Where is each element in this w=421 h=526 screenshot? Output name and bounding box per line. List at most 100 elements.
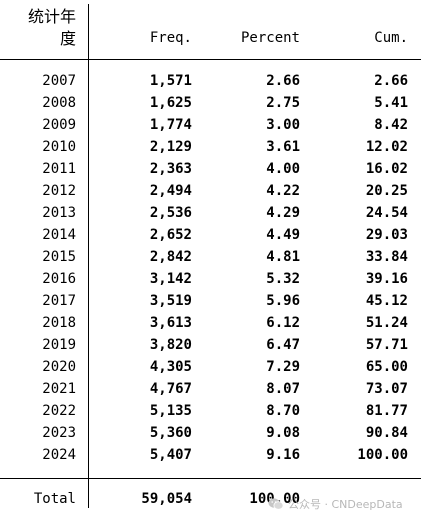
- year-cell: 2015: [42, 249, 76, 265]
- year-cell: 2018: [42, 315, 76, 331]
- freq-cell: 1,774: [149, 117, 192, 133]
- cum-cell: 16.02: [365, 161, 408, 177]
- cum-cell: 8.42: [374, 117, 408, 133]
- cum-cell: 90.84: [365, 425, 408, 441]
- freq-cell: 2,842: [149, 249, 192, 265]
- table-row: 2017 3,519 5.96 45.12: [0, 290, 421, 312]
- year-cell: 2024: [42, 447, 76, 463]
- freq-cell: 3,613: [149, 315, 192, 331]
- freq-cell: 4,305: [149, 359, 192, 375]
- freq-cell: 5,360: [149, 425, 192, 441]
- cum-cell: 5.41: [374, 95, 408, 111]
- year-cell: 2017: [42, 293, 76, 309]
- freq-cell: 5,135: [149, 403, 192, 419]
- freq-cell: 3,519: [149, 293, 192, 309]
- percent-cell: 3.00: [266, 117, 300, 133]
- freq-cell: 1,625: [149, 95, 192, 111]
- total-freq: 59,054: [141, 491, 192, 507]
- percent-cell: 6.47: [266, 337, 300, 353]
- cum-cell: 100.00: [357, 447, 408, 463]
- cum-cell: 29.03: [365, 227, 408, 243]
- table-row: 2014 2,652 4.49 29.03: [0, 224, 421, 246]
- cum-cell: 65.00: [365, 359, 408, 375]
- freq-cell: 5,407: [149, 447, 192, 463]
- percent-cell: 9.08: [266, 425, 300, 441]
- table-row: 2023 5,360 9.08 90.84: [0, 422, 421, 444]
- wechat-icon: [268, 497, 284, 511]
- cum-cell: 45.12: [365, 293, 408, 309]
- freq-cell: 2,363: [149, 161, 192, 177]
- cum-column-header: Cum.: [374, 30, 408, 46]
- percent-cell: 8.07: [266, 381, 300, 397]
- freq-cell: 3,142: [149, 271, 192, 287]
- table-row: 2019 3,820 6.47 57.71: [0, 334, 421, 356]
- freq-cell: 4,767: [149, 381, 192, 397]
- percent-cell: 8.70: [266, 403, 300, 419]
- year-cell: 2013: [42, 205, 76, 221]
- year-cell: 2012: [42, 183, 76, 199]
- freq-cell: 2,536: [149, 205, 192, 221]
- cum-cell: 81.77: [365, 403, 408, 419]
- freq-cell: 2,494: [149, 183, 192, 199]
- percent-cell: 3.61: [266, 139, 300, 155]
- year-cell: 2020: [42, 359, 76, 375]
- cum-cell: 33.84: [365, 249, 408, 265]
- year-column-header: 统计年 度: [0, 6, 76, 50]
- cum-cell: 73.07: [365, 381, 408, 397]
- year-cell: 2009: [42, 117, 76, 133]
- table-body: 2007 1,571 2.66 2.66 2008 1,625 2.75 5.41 2009 1,…: [0, 70, 421, 466]
- percent-column-header: Percent: [240, 30, 300, 46]
- table-row: 2013 2,536 4.29 24.54: [0, 202, 421, 224]
- table-row: 2020 4,305 7.29 65.00: [0, 356, 421, 378]
- percent-cell: 2.75: [266, 95, 300, 111]
- total-divider: [0, 478, 421, 479]
- watermark: 公众号 · CNDeepData: [268, 496, 403, 512]
- percent-cell: 4.00: [266, 161, 300, 177]
- freq-cell: 2,129: [149, 139, 192, 155]
- table-row: 2012 2,494 4.22 20.25: [0, 180, 421, 202]
- cum-cell: 20.25: [365, 183, 408, 199]
- percent-cell: 2.66: [266, 73, 300, 89]
- table-row: 2010 2,129 3.61 12.02: [0, 136, 421, 158]
- percent-cell: 7.29: [266, 359, 300, 375]
- table-row: 2024 5,407 9.16 100.00: [0, 444, 421, 466]
- year-cell: 2014: [42, 227, 76, 243]
- table-row: 2018 3,613 6.12 51.24: [0, 312, 421, 334]
- table-row: 2007 1,571 2.66 2.66: [0, 70, 421, 92]
- percent-cell: 4.81: [266, 249, 300, 265]
- total-label: Total: [33, 491, 76, 507]
- year-column-header-line2: 度: [59, 29, 76, 48]
- cum-cell: 57.71: [365, 337, 408, 353]
- freq-column-header: Freq.: [149, 30, 192, 46]
- year-cell: 2021: [42, 381, 76, 397]
- year-cell: 2011: [42, 161, 76, 177]
- table-row: 2015 2,842 4.81 33.84: [0, 246, 421, 268]
- percent-cell: 9.16: [266, 447, 300, 463]
- cum-cell: 2.66: [374, 73, 408, 89]
- year-cell: 2022: [42, 403, 76, 419]
- year-cell: 2010: [42, 139, 76, 155]
- table-row: 2008 1,625 2.75 5.41: [0, 92, 421, 114]
- column-divider-vertical: [88, 4, 89, 508]
- cum-cell: 51.24: [365, 315, 408, 331]
- percent-cell: 4.22: [266, 183, 300, 199]
- cum-cell: 24.54: [365, 205, 408, 221]
- freq-cell: 1,571: [149, 73, 192, 89]
- table-row: 2011 2,363 4.00 16.02: [0, 158, 421, 180]
- table-row: 2009 1,774 3.00 8.42: [0, 114, 421, 136]
- cum-cell: 12.02: [365, 139, 408, 155]
- table-row: 2021 4,767 8.07 73.07: [0, 378, 421, 400]
- percent-cell: 5.32: [266, 271, 300, 287]
- table-row: 2016 3,142 5.32 39.16: [0, 268, 421, 290]
- year-column-header-line1: 统计年: [27, 7, 76, 26]
- year-cell: 2008: [42, 95, 76, 111]
- header-divider: [0, 59, 421, 60]
- cum-cell: 39.16: [365, 271, 408, 287]
- watermark-text: 公众号 · CNDeepData: [288, 498, 403, 511]
- table-row: 2022 5,135 8.70 81.77: [0, 400, 421, 422]
- year-cell: 2016: [42, 271, 76, 287]
- freq-cell: 3,820: [149, 337, 192, 353]
- percent-cell: 6.12: [266, 315, 300, 331]
- year-cell: 2023: [42, 425, 76, 441]
- percent-cell: 4.29: [266, 205, 300, 221]
